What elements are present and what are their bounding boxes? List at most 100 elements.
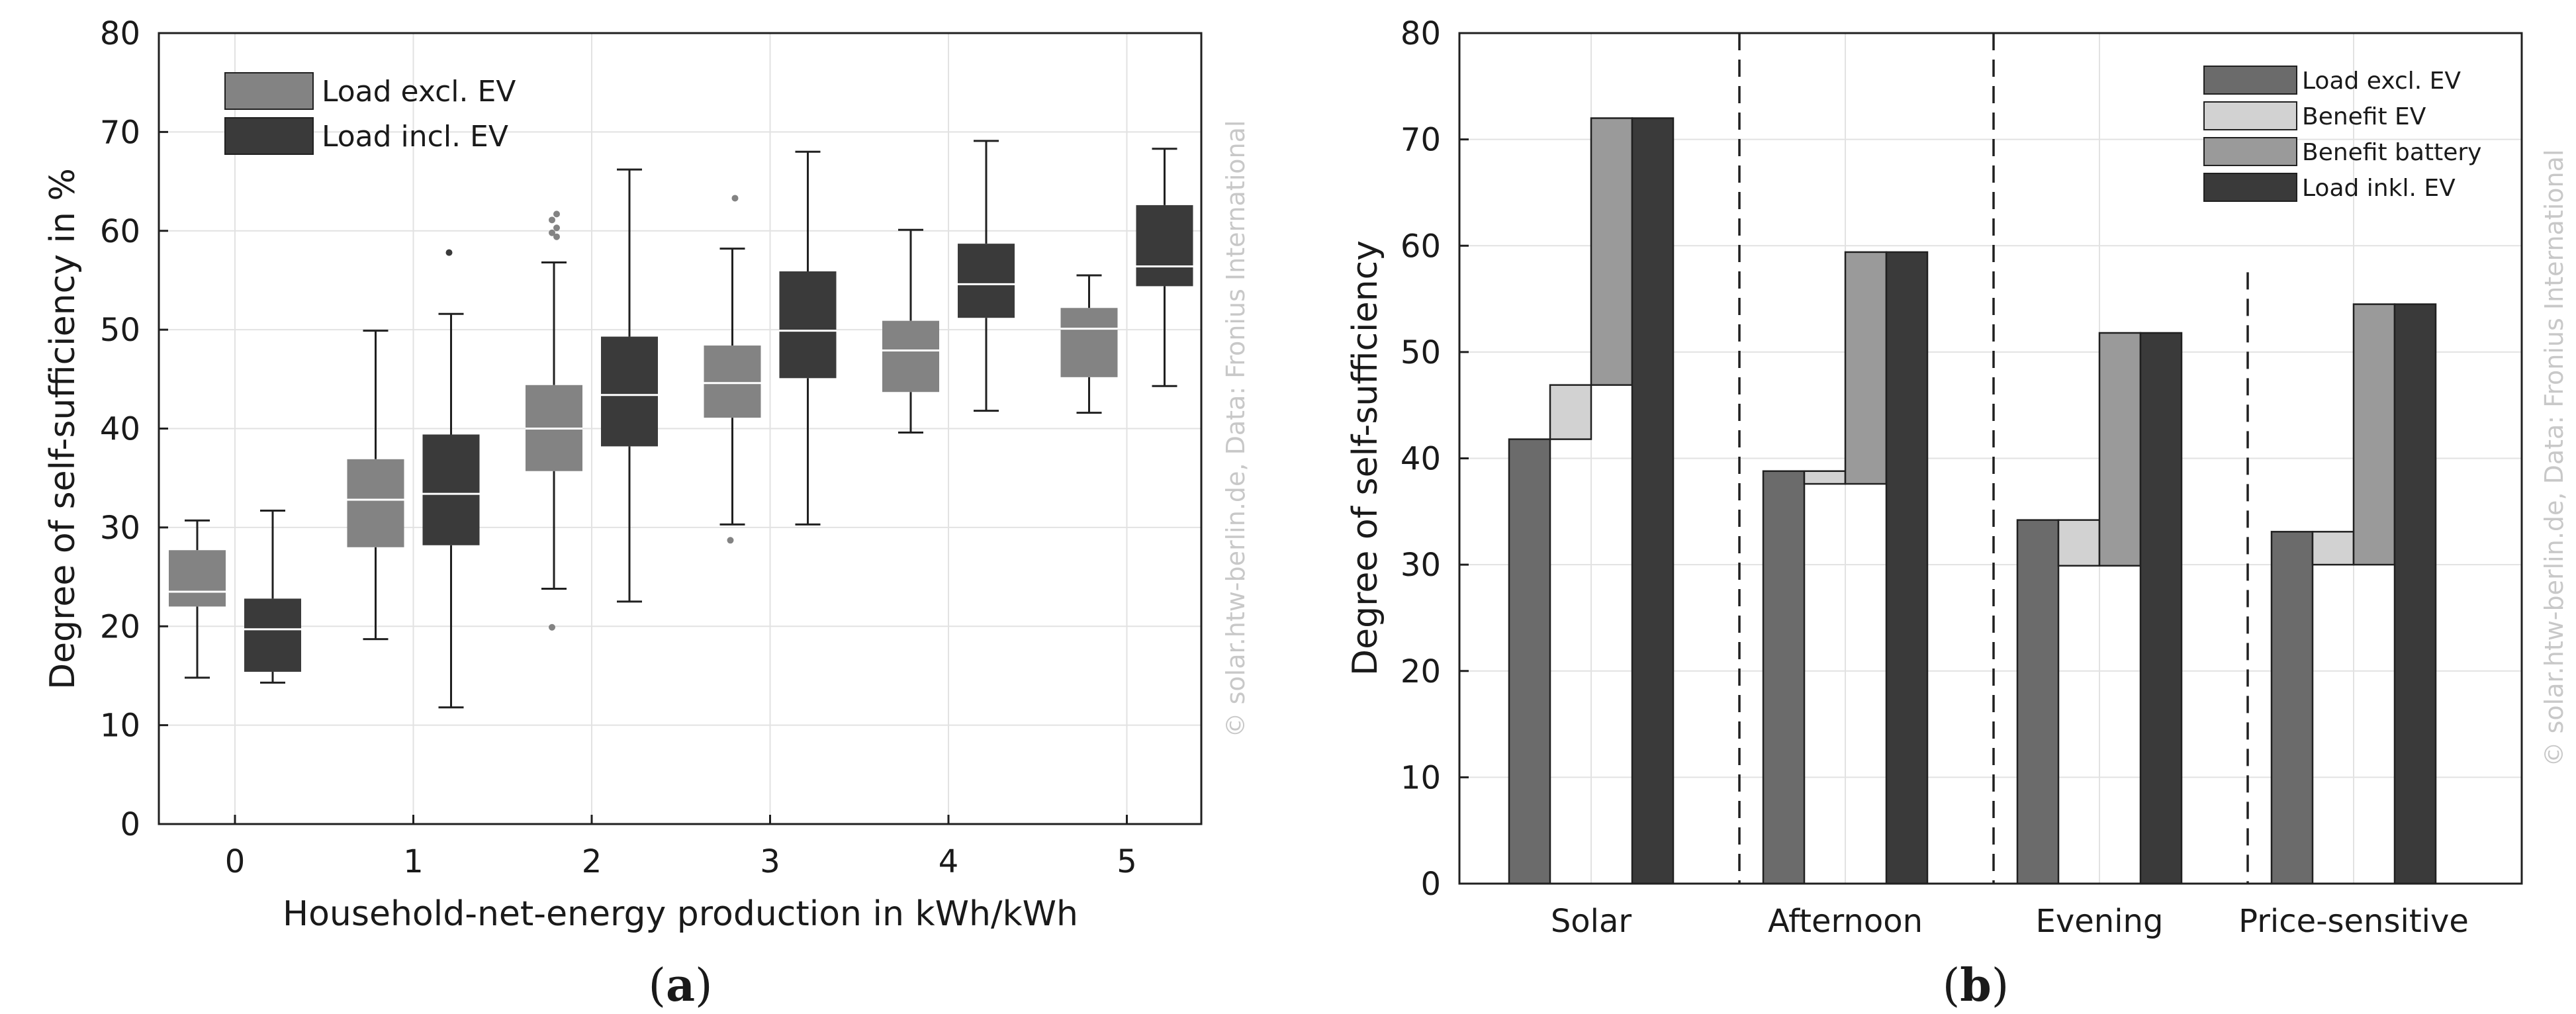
chart-a-box-load-incl-ev-4 — [958, 140, 1015, 412]
chart-a-box-load-incl-ev-0 — [244, 509, 301, 684]
chart-a-gridlines — [159, 33, 1201, 824]
chart-a-x-ticks: 0 1 2 3 4 5 — [225, 815, 1137, 880]
chart-b-y-ticks: 0 10 20 30 40 50 60 70 80 — [1401, 15, 1469, 903]
chart-b-legend-swatch-benefit-ev — [2203, 101, 2297, 130]
chart-a-outlier-load-excl-ev-2-2 — [549, 229, 555, 236]
chart-b-legend-swatch-benefit-battery — [2203, 137, 2297, 166]
chart-b-bar-load-inkl-ev-evening — [2139, 332, 2183, 885]
chart-b-legend-swatch-load-inkl-ev — [2203, 173, 2297, 202]
chart-a-legend-label-load-incl-ev: Load incl. EV — [322, 120, 508, 154]
chart-a-box-body-load-excl-ev-4 — [882, 320, 939, 392]
chart-b-x-tick-label-solar: Solar — [1551, 903, 1632, 940]
chart-b-bar-load-inkl-ev-afternoon — [1885, 251, 1929, 885]
chart-b-y-tick-label-40: 40 — [1401, 441, 1441, 478]
chart-b-panel-open-paren: ( — [1943, 960, 1960, 1012]
chart-b-dividers — [1738, 33, 2249, 884]
chart-a-box-body-load-excl-ev-5 — [1060, 308, 1118, 377]
chart-a-box-load-excl-ev-5 — [1060, 274, 1118, 414]
chart-a: 0 10 20 30 40 50 60 70 80 0 1 2 3 4 5 Household-net-e… — [43, 15, 1250, 1012]
chart-a-box-load-excl-ev-1 — [347, 330, 404, 641]
chart-b-bar-load-excl-ev-price-sensitive — [2270, 531, 2314, 885]
chart-a-box-load-incl-ev-2 — [601, 168, 658, 603]
chart-b-x-tick-label-evening: Evening — [2036, 903, 2164, 940]
chart-a-x-tick-label-1: 1 — [403, 843, 424, 880]
chart-a-y-tick-label-70: 70 — [100, 114, 140, 151]
chart-b-y-tick-label-20: 20 — [1401, 653, 1441, 690]
chart-b-bar-benefit-ev-evening — [2057, 519, 2101, 567]
chart-b-legend-label-benefit-battery: Benefit battery — [2302, 139, 2481, 166]
chart-a-box-load-excl-ev-4 — [882, 228, 939, 434]
chart-b-bar-load-excl-ev-solar — [1508, 438, 1551, 885]
chart-a-watermark: © solar.htw-berlin.de, Data: Fronius Int… — [1221, 120, 1250, 738]
chart-b-legend-label-benefit-ev: Benefit EV — [2302, 103, 2426, 130]
chart-a-box-body-load-incl-ev-5 — [1136, 205, 1193, 287]
chart-a-y-tick-label-20: 20 — [100, 608, 140, 645]
chart-a-outlier-load-excl-ev-2-0 — [549, 623, 555, 631]
chart-a-box-load-excl-ev-2 — [526, 210, 582, 631]
chart-b-bar-load-excl-ev-afternoon — [1762, 470, 1806, 885]
chart-a-box-load-incl-ev-3 — [779, 150, 837, 526]
chart-a-box-body-load-incl-ev-3 — [779, 271, 837, 379]
chart-a-y-ticks: 0 10 20 30 40 50 60 70 80 — [100, 15, 168, 843]
chart-a-x-tick-label-3: 3 — [760, 843, 780, 880]
chart-b-legend: Load excl. EV Benefit EV Benefit battery… — [2203, 66, 2481, 202]
chart-b-bar-benefit-ev-afternoon — [1803, 470, 1847, 485]
chart-b-legend-swatch-load-excl-ev — [2203, 66, 2297, 95]
chart-a-y-axis-label: Degree of self-sufficiency in % — [43, 168, 83, 690]
chart-b-bar-benefit-ev-solar — [1549, 384, 1592, 440]
chart-a-outlier-load-excl-ev-2-1 — [553, 233, 560, 240]
chart-a-y-tick-label-50: 50 — [100, 312, 140, 349]
chart-a-x-axis-label: Household-net-energy production in kWh/k… — [283, 894, 1078, 934]
chart-b-y-tick-label-80: 80 — [1401, 15, 1441, 52]
chart-a-box-load-incl-ev-5 — [1136, 148, 1193, 387]
chart-b-bar-benefit-battery-price-sensitive — [2352, 303, 2396, 566]
chart-b-bar-load-excl-ev-evening — [2016, 519, 2060, 885]
chart-a-x-tick-label-4: 4 — [939, 843, 959, 880]
chart-b-bar-load-inkl-ev-price-sensitive — [2393, 303, 2437, 885]
chart-a-box-load-excl-ev-3 — [704, 195, 761, 544]
chart-a-panel-open-paren: ( — [648, 960, 666, 1012]
chart-a-legend-swatch-load-excl-ev — [224, 72, 314, 110]
chart-b-bar-benefit-ev-price-sensitive — [2311, 531, 2355, 566]
svg-text:(a): (a) — [648, 959, 712, 1012]
chart-b-panel-letter: b — [1960, 959, 1992, 1012]
chart-b-legend-label-load-excl-ev: Load excl. EV — [2302, 68, 2461, 95]
chart-b-y-tick-label-10: 10 — [1401, 759, 1441, 796]
chart-b-y-axis-label: Degree of self-sufficiency — [1346, 240, 1385, 676]
chart-a-box-body-load-excl-ev-0 — [169, 550, 226, 607]
svg-text:(b): (b) — [1943, 959, 2009, 1012]
chart-a-outlier-load-excl-ev-3-0 — [727, 537, 734, 544]
chart-b-legend-label-load-inkl-ev: Load inkl. EV — [2302, 175, 2456, 202]
chart-b-bar-benefit-battery-afternoon — [1844, 251, 1888, 485]
chart-a-outlier-load-excl-ev-2-3 — [553, 224, 560, 232]
chart-a-boxes — [169, 140, 1193, 709]
chart-b-y-tick-label-70: 70 — [1401, 122, 1441, 159]
chart-a-box-body-load-excl-ev-1 — [347, 459, 404, 547]
chart-a-x-tick-label-2: 2 — [582, 843, 602, 880]
chart-a-box-body-load-incl-ev-2 — [601, 336, 658, 447]
chart-a-y-tick-label-40: 40 — [100, 411, 140, 448]
chart-b-bar-load-inkl-ev-solar — [1631, 117, 1675, 885]
chart-a-outlier-load-excl-ev-3-1 — [731, 195, 739, 202]
chart-a-panel-close-paren: ) — [695, 960, 713, 1012]
chart-b-bar-benefit-battery-solar — [1590, 117, 1633, 386]
chart-a-y-tick-label-10: 10 — [100, 708, 140, 745]
chart-b-x-tick-label-afternoon: Afternoon — [1768, 903, 1923, 940]
chart-a-outlier-load-excl-ev-2-4 — [549, 216, 555, 224]
chart-a-panel-letter: a — [666, 959, 695, 1012]
chart-b-y-tick-label-50: 50 — [1401, 334, 1441, 371]
chart-b-x-tick-label-price-sensitive: Price-sensitive — [2238, 903, 2469, 940]
chart-a-x-tick-label-0: 0 — [225, 843, 246, 880]
chart-a-box-body-load-incl-ev-0 — [244, 598, 301, 672]
chart-a-y-tick-label-30: 30 — [100, 510, 140, 547]
chart-a-x-tick-label-5: 5 — [1117, 843, 1137, 880]
chart-b-y-tick-label-60: 60 — [1401, 228, 1441, 265]
chart-b-panel-close-paren: ) — [1992, 960, 2009, 1012]
chart-a-box-load-excl-ev-0 — [169, 519, 226, 679]
chart-a-outlier-load-incl-ev-1-0 — [445, 249, 453, 256]
chart-a-legend-swatch-load-incl-ev — [224, 117, 314, 155]
chart-b-bar-benefit-battery-evening — [2098, 332, 2142, 567]
chart-b-panel-label: (b) — [1943, 959, 2009, 1012]
chart-a-box-body-load-incl-ev-1 — [422, 434, 480, 545]
chart-a-legend-label-load-excl-ev: Load excl. EV — [322, 75, 516, 109]
